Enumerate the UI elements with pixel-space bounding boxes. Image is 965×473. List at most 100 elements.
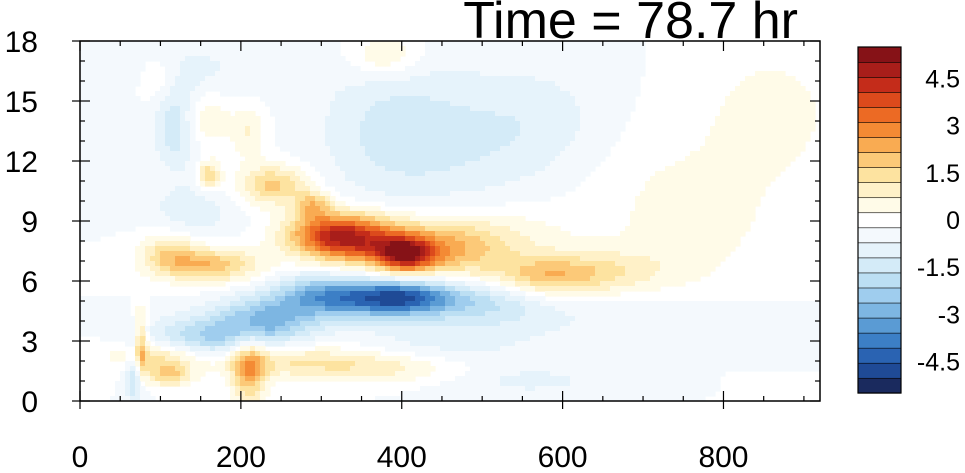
heatmap-cell (440, 91, 446, 97)
heatmap-cell (385, 151, 391, 157)
heatmap-cell (90, 121, 96, 127)
heatmap-cell (390, 201, 396, 207)
heatmap-cell (370, 226, 376, 232)
heatmap-cell (205, 51, 211, 57)
heatmap-cell (205, 196, 211, 202)
heatmap-cell (115, 221, 121, 227)
heatmap-cell (465, 81, 471, 87)
heatmap-cell (175, 101, 181, 107)
heatmap-cell (380, 56, 386, 62)
heatmap-cell (275, 171, 281, 177)
heatmap-cell (390, 116, 396, 122)
heatmap-cell (350, 126, 356, 132)
heatmap-cell (650, 206, 656, 212)
heatmap-cell (265, 96, 271, 102)
heatmap-cell (365, 196, 371, 202)
heatmap-cell (615, 126, 621, 132)
heatmap-cell (260, 81, 266, 87)
heatmap-cell (85, 181, 91, 187)
heatmap-cell (385, 161, 391, 167)
heatmap-cell (195, 66, 201, 72)
heatmap-cell (225, 211, 231, 217)
heatmap-cell (380, 251, 386, 257)
heatmap-cell (125, 206, 131, 212)
heatmap-cell (315, 66, 321, 72)
heatmap-cell (460, 126, 466, 132)
heatmap-cell (165, 206, 171, 212)
heatmap-cell (115, 106, 121, 112)
heatmap-cell (505, 81, 511, 87)
heatmap-cell (185, 126, 191, 132)
heatmap-cell (120, 91, 126, 97)
heatmap-cell (560, 76, 566, 82)
heatmap-cell (585, 96, 591, 102)
heatmap-cell (265, 46, 271, 52)
heatmap-cell (330, 81, 336, 87)
heatmap-cell (505, 226, 511, 232)
heatmap-cell (745, 211, 751, 217)
heatmap-cell (620, 101, 626, 107)
heatmap-cell (245, 176, 251, 182)
heatmap-cell (115, 126, 121, 132)
heatmap-cell (250, 136, 256, 142)
heatmap-cell (310, 61, 316, 67)
heatmap-cell (515, 226, 521, 232)
heatmap-cell (110, 206, 116, 212)
heatmap-cell (225, 61, 231, 67)
heatmap-cell (235, 61, 241, 67)
heatmap-cell (630, 251, 636, 257)
heatmap-cell (445, 91, 451, 97)
heatmap-cell (445, 111, 451, 117)
heatmap-cell (605, 41, 611, 47)
heatmap-cell (145, 196, 151, 202)
heatmap-cell (280, 91, 286, 97)
heatmap-cell (345, 86, 351, 92)
heatmap-cell (635, 246, 641, 252)
heatmap-cell (645, 231, 651, 237)
heatmap-cell (465, 51, 471, 57)
heatmap-cell (140, 161, 146, 167)
heatmap-cell (345, 131, 351, 137)
heatmap-cell (210, 106, 216, 112)
heatmap-cell (245, 256, 251, 262)
heatmap-cell (315, 86, 321, 92)
heatmap-cell (105, 121, 111, 127)
heatmap-cell (480, 166, 486, 172)
heatmap-cell (230, 61, 236, 67)
heatmap-cell (805, 121, 811, 127)
heatmap-cell (415, 96, 421, 102)
heatmap-cell (410, 106, 416, 112)
heatmap-cell (415, 136, 421, 142)
heatmap-cell (260, 166, 266, 172)
heatmap-cell (150, 201, 156, 207)
heatmap-cell (455, 201, 461, 207)
heatmap-cell (575, 171, 581, 177)
heatmap-cell (760, 76, 766, 82)
heatmap-cell (105, 161, 111, 167)
heatmap-cell (430, 66, 436, 72)
heatmap-cell (340, 66, 346, 72)
heatmap-cell (500, 121, 506, 127)
heatmap-cell (250, 196, 256, 202)
heatmap-cell (550, 136, 556, 142)
heatmap-cell (295, 181, 301, 187)
heatmap-cell (270, 231, 276, 237)
heatmap-cell (80, 66, 86, 72)
heatmap-cell (390, 41, 396, 47)
heatmap-cell (280, 131, 286, 137)
heatmap-cell (530, 106, 536, 112)
heatmap-cell (285, 256, 291, 262)
heatmap-cell (385, 76, 391, 82)
heatmap-cell (540, 156, 546, 162)
heatmap-cell (130, 176, 136, 182)
heatmap-cell (390, 226, 396, 232)
heatmap-cell (780, 111, 786, 117)
heatmap-cell (785, 136, 791, 142)
heatmap-cell (310, 111, 316, 117)
heatmap-cell (745, 76, 751, 82)
heatmap-cell (150, 216, 156, 222)
heatmap-cell (385, 221, 391, 227)
heatmap-cell (510, 186, 516, 192)
heatmap-cell (460, 161, 466, 167)
heatmap-cell (710, 136, 716, 142)
